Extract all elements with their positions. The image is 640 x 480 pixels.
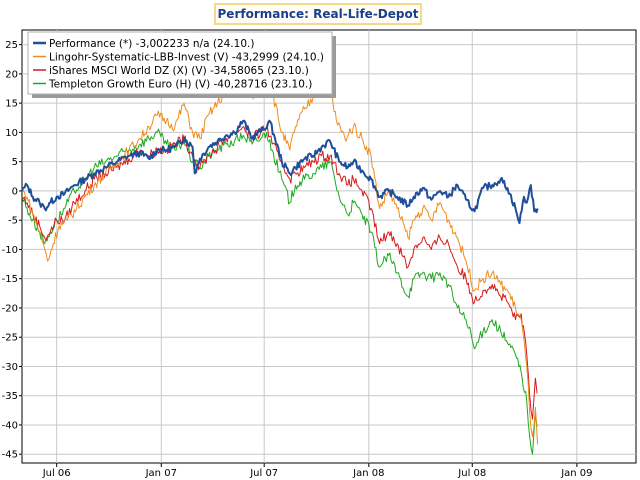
y-tick-label: 10 [5,128,18,139]
y-tick-label: 25 [5,40,18,51]
y-tick-label: -25 [2,333,18,344]
x-tick-label: Jan 09 [560,468,592,479]
x-tick-label: Jul 06 [42,468,71,479]
legend-box [27,31,333,95]
y-tick-label: 20 [5,69,18,80]
x-tick-label: Jan 08 [352,468,384,479]
legend-entry: Lingohr-Systematic-LBB-Invest (V) -43,29… [49,52,324,64]
y-tick-label: 15 [5,99,18,110]
y-tick-label: -40 [2,420,18,431]
y-tick-label: 5 [12,157,18,168]
x-axis-ticks: Jul 06 Jan 07 Jul 07 Jan 08 Jul 08 Jan 09 [42,463,593,479]
series-line-2 [21,125,538,420]
y-tick-label: -35 [2,391,18,402]
y-tick-label: -30 [2,362,18,373]
y-tick-label: -5 [8,216,18,227]
y-tick-label: 0 [12,186,18,197]
y-tick-label: -20 [2,303,18,314]
series-line-0 [21,119,539,225]
y-tick-label: -10 [2,245,18,256]
legend-entry: Performance (*) -3,002233 n/a (24.10.) [49,38,254,50]
plot-frame [21,29,637,464]
x-tick-label: Jul 08 [457,468,486,479]
chart-title: Performance: Real-Life-Depot [214,3,422,25]
series-line-3 [21,128,538,455]
y-tick-label: -15 [2,274,18,285]
legend-entry: iShares MSCI World DZ (X) (V) -34,58065 … [49,65,309,77]
chart-title-text: Performance: Real-Life-Depot [217,7,419,21]
series-lines [21,67,539,455]
y-axis-ticks: 25 20 15 10 5 0 -5 -10 -15 -20 -25 -30 -35 -40 -45 [2,40,22,461]
legend-entry: Templeton Growth Euro (H) (V) -40,28716 … [48,79,312,91]
legend: Performance (*) -3,002233 n/a (24.10.) Li… [27,31,336,98]
y-tick-label: -45 [2,450,18,461]
series-line-1 [21,67,539,445]
x-tick-label: Jan 07 [145,468,177,479]
x-tick-label: Jul 07 [249,468,278,479]
